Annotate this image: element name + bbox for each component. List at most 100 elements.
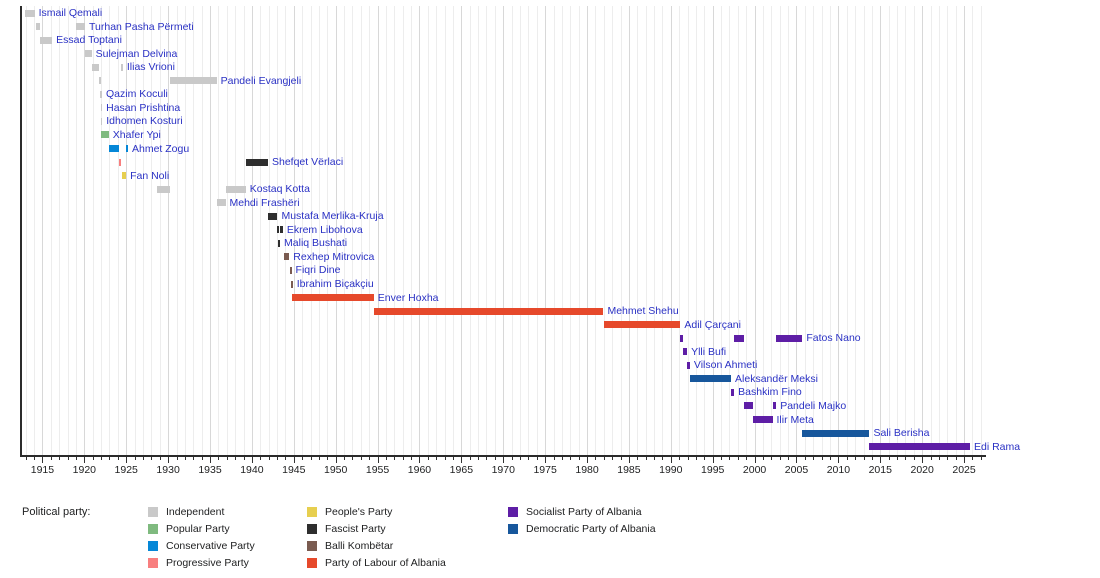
term-bar-hasan-prishtina — [100, 104, 103, 112]
axis-tick-label: 1985 — [617, 464, 641, 476]
pm-link-shefqet-v-rlaci[interactable]: Shefqet Vërlaci — [271, 156, 344, 169]
major-axis-tick — [419, 457, 421, 463]
axis-tick-label: 1935 — [198, 464, 222, 476]
pm-link-rexhep-mitrovica[interactable]: Rexhep Mitrovica — [293, 250, 375, 263]
minor-axis-tick — [846, 457, 848, 460]
minor-gridline — [662, 6, 664, 455]
major-axis-tick — [712, 457, 714, 463]
major-axis-tick — [335, 457, 337, 463]
minor-axis-tick — [193, 457, 195, 460]
major-gridline — [210, 6, 211, 455]
term-bar-shefqet-v-rlaci — [245, 158, 268, 166]
pm-link-pandeli-majko[interactable]: Pandeli Majko — [780, 399, 847, 412]
pm-link-sulejman-delvina[interactable]: Sulejman Delvina — [95, 47, 178, 60]
pm-link-xhafer-ypi[interactable]: Xhafer Ypi — [112, 128, 161, 141]
pm-link-essad-toptani[interactable]: Essad Toptani — [56, 34, 122, 47]
major-axis-tick — [796, 457, 798, 463]
term-bar-ilir-meta — [753, 416, 773, 423]
pm-link-hasan-prishtina[interactable]: Hasan Prishtina — [106, 101, 181, 114]
minor-axis-tick — [494, 457, 496, 460]
major-axis-tick — [545, 457, 547, 463]
pm-link-ismail-qemali[interactable]: Ismail Qemali — [38, 7, 103, 19]
minor-gridline — [595, 6, 597, 455]
term-bar-mustafa-merlika-kruja — [267, 212, 278, 220]
minor-axis-tick — [75, 457, 77, 460]
minor-gridline — [318, 6, 320, 455]
pm-link-ylli-bufi[interactable]: Ylli Bufi — [691, 345, 727, 358]
minor-axis-tick — [117, 457, 119, 460]
pm-link-fatos-nano[interactable]: Fatos Nano — [806, 332, 861, 345]
pm-link-adil-ar-ani[interactable]: Adil Çarçani — [684, 318, 741, 331]
minor-gridline — [176, 6, 178, 455]
term-bar-ibrahim-bi-ak-iu — [291, 280, 293, 288]
pm-link-mehmet-shehu[interactable]: Mehmet Shehu — [607, 305, 679, 318]
pm-link-enver-hoxha[interactable]: Enver Hoxha — [377, 291, 439, 304]
legend-label-popular: Popular Party — [166, 523, 230, 535]
term-bar-enver-hoxha — [292, 294, 374, 302]
pm-link-ilir-meta[interactable]: Ilir Meta — [776, 413, 814, 426]
minor-axis-tick — [109, 457, 111, 460]
axis-tick-label: 1995 — [701, 464, 725, 476]
major-gridline — [168, 6, 170, 455]
axis-tick-label: 1930 — [156, 464, 180, 476]
minor-gridline — [201, 6, 203, 455]
pm-link-qazim-koculi[interactable]: Qazim Koculi — [106, 88, 168, 101]
term-bar-kostaq-kotta — [156, 185, 170, 193]
pm-link-vilson-ahmeti[interactable]: Vilson Ahmeti — [693, 359, 758, 372]
minor-gridline — [553, 6, 555, 455]
pm-link-aleksand-r-meksi[interactable]: Aleksandër Meksi — [735, 372, 818, 385]
pm-link-ekrem-libohova[interactable]: Ekrem Libohova — [286, 223, 363, 236]
axis-tick-label: 1945 — [282, 464, 306, 476]
major-gridline — [251, 6, 253, 455]
pm-link-mehdi-frash-ri[interactable]: Mehdi Frashëri — [229, 196, 300, 209]
major-axis-tick — [628, 457, 630, 463]
minor-axis-tick — [318, 457, 320, 460]
minor-axis-tick — [226, 457, 228, 460]
term-bar-ilias-vrioni — [121, 63, 123, 71]
pm-link-maliq-bushati[interactable]: Maliq Bushati — [284, 237, 348, 250]
legend-swatch-socialist — [508, 507, 518, 517]
major-axis-tick — [670, 457, 672, 463]
minor-axis-tick — [34, 457, 36, 460]
minor-axis-tick — [436, 457, 438, 460]
pm-link-kostaq-kotta[interactable]: Kostaq Kotta — [249, 183, 310, 196]
term-bar-rexhep-mitrovica — [284, 253, 290, 261]
minor-axis-tick — [687, 457, 689, 460]
minor-gridline — [302, 6, 304, 455]
major-gridline — [964, 6, 966, 455]
term-bar-bashkim-fino — [731, 388, 735, 396]
minor-axis-tick — [452, 457, 454, 460]
pm-link-bashkim-fino[interactable]: Bashkim Fino — [738, 386, 802, 399]
pm-link-ibrahim-bi-ak-iu[interactable]: Ibrahim Biçakçiu — [296, 278, 374, 290]
minor-axis-tick — [779, 457, 781, 460]
minor-gridline — [528, 6, 530, 455]
minor-axis-tick — [972, 457, 974, 460]
axis-tick-label: 1975 — [533, 464, 557, 476]
minor-axis-tick — [411, 457, 413, 460]
pm-link-sali-berisha[interactable]: Sali Berisha — [873, 427, 930, 440]
minor-axis-tick — [402, 457, 404, 460]
minor-axis-tick — [570, 457, 572, 460]
minor-axis-tick — [352, 457, 354, 460]
minor-axis-tick — [897, 457, 899, 460]
major-gridline — [754, 6, 756, 455]
pm-link-idhomen-kosturi[interactable]: Idhomen Kosturi — [106, 115, 183, 128]
major-gridline — [880, 6, 882, 455]
minor-axis-tick — [721, 457, 723, 460]
pm-link-turhan-pasha-p-rmeti[interactable]: Turhan Pasha Përmeti — [89, 20, 194, 33]
pm-link-ahmet-zogu[interactable]: Ahmet Zogu — [131, 142, 190, 155]
pm-link-ilias-vrioni[interactable]: Ilias Vrioni — [126, 61, 175, 74]
pm-link-fiqri-dine[interactable]: Fiqri Dine — [295, 264, 341, 277]
minor-gridline — [804, 6, 806, 455]
pm-link-edi-rama[interactable]: Edi Rama — [974, 440, 1021, 453]
pm-link-mustafa-merlika-kruja[interactable]: Mustafa Merlika-Kruja — [281, 210, 384, 223]
minor-gridline — [469, 6, 471, 455]
minor-axis-tick — [888, 457, 890, 460]
major-axis-tick — [503, 457, 505, 463]
minor-gridline — [578, 6, 580, 455]
pm-link-fan-noli[interactable]: Fan Noli — [130, 169, 170, 182]
minor-gridline — [159, 6, 161, 455]
term-bar-vilson-ahmeti — [687, 361, 690, 369]
term-bar-ilias-vrioni — [91, 63, 100, 71]
pm-link-pandeli-evangjeli[interactable]: Pandeli Evangjeli — [220, 74, 302, 87]
